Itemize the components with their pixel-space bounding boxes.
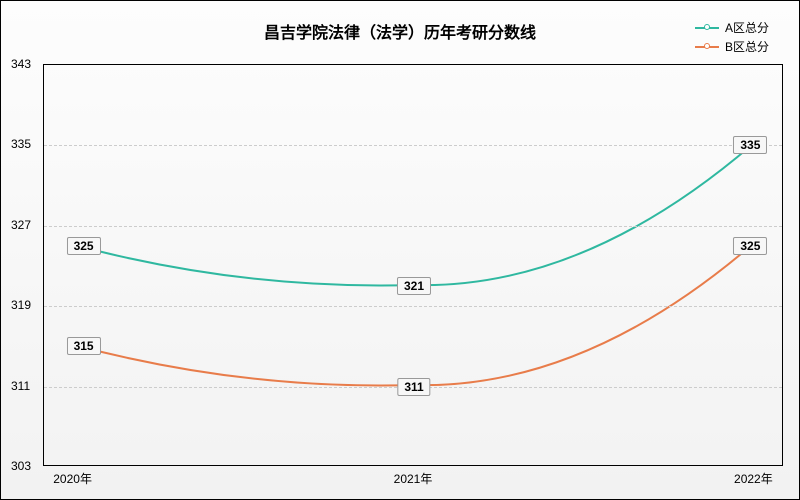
point-label: 321 <box>397 277 431 295</box>
y-tick-label: 327 <box>11 218 31 232</box>
legend-label-b: B区总分 <box>725 38 769 55</box>
point-label: 335 <box>733 136 767 154</box>
y-tick-label: 319 <box>11 298 31 312</box>
series-line <box>74 145 751 286</box>
point-label: 311 <box>397 378 430 396</box>
legend: A区总分 B区总分 <box>695 19 769 57</box>
point-label: 325 <box>733 237 767 255</box>
x-tick-label: 2022年 <box>734 470 773 487</box>
legend-line-a <box>695 27 719 29</box>
chart-title: 昌吉学院法律（法学）历年考研分数线 <box>1 19 799 43</box>
plot-area: 325 321 335 315 311 325 <box>43 64 783 466</box>
gridline <box>44 145 782 146</box>
y-tick-label: 335 <box>11 137 31 151</box>
legend-item-a: A区总分 <box>695 19 769 36</box>
gridline <box>44 226 782 227</box>
legend-item-b: B区总分 <box>695 38 769 55</box>
point-label: 325 <box>67 237 101 255</box>
legend-dot-b <box>704 43 710 49</box>
y-tick-label: 343 <box>11 57 31 71</box>
chart-lines-svg <box>44 65 782 465</box>
legend-label-a: A区总分 <box>725 19 769 36</box>
legend-dot-a <box>704 24 710 30</box>
y-tick-label: 303 <box>11 459 31 473</box>
series-line <box>74 245 751 386</box>
x-tick-label: 2020年 <box>53 470 92 487</box>
chart-container: 昌吉学院法律（法学）历年考研分数线 A区总分 B区总分 325 321 335 315… <box>0 0 800 500</box>
gridline <box>44 306 782 307</box>
point-label: 315 <box>67 337 101 355</box>
legend-line-b <box>695 46 719 48</box>
x-tick-label: 2021年 <box>394 470 433 487</box>
y-tick-label: 311 <box>11 379 30 393</box>
